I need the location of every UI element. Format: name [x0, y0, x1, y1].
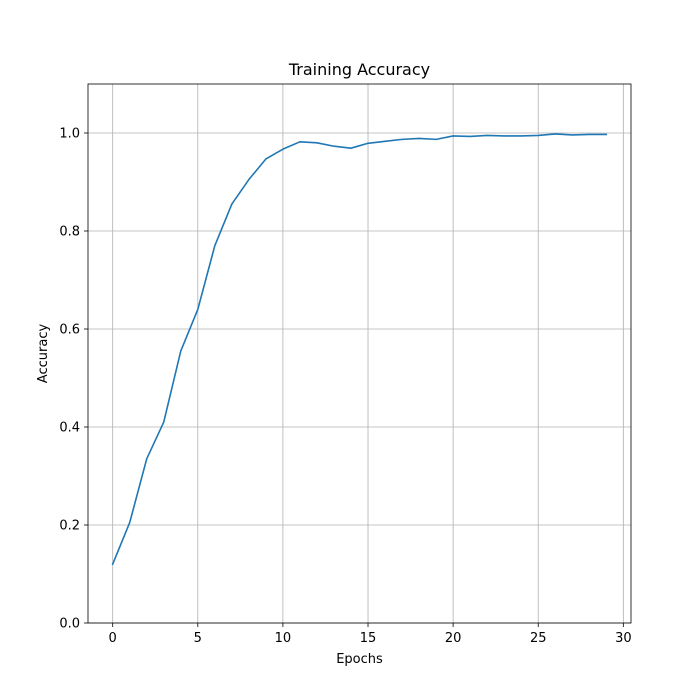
y-tick-label: 0.6	[59, 323, 80, 338]
y-tick-label: 1.0	[59, 127, 80, 142]
y-tick-label: 0.8	[59, 225, 80, 240]
x-tick-label: 10	[275, 631, 292, 646]
x-tick-label: 5	[194, 631, 202, 646]
x-tick-label: 30	[615, 631, 632, 646]
x-tick-label: 20	[445, 631, 462, 646]
x-axis-label: Epochs	[336, 652, 383, 667]
x-tick-label: 15	[360, 631, 377, 646]
axis-ticks: 0 5 10 15 20 25 30 0.0 0.2 0.4 0.6 0.8 1.0	[59, 127, 631, 647]
series-lines	[111, 133, 608, 566]
chart-title: Training Accuracy	[288, 60, 430, 79]
x-tick-label: 0	[109, 631, 117, 646]
plot-frame	[87, 83, 632, 624]
y-tick-label: 0.2	[59, 519, 80, 534]
y-axis-label: Accuracy	[36, 324, 51, 384]
accuracy-line	[111, 133, 608, 566]
grid	[88, 84, 631, 624]
y-tick-label: 0.0	[59, 617, 80, 632]
y-tick-label: 0.4	[59, 421, 80, 436]
x-tick-label: 25	[530, 631, 547, 646]
